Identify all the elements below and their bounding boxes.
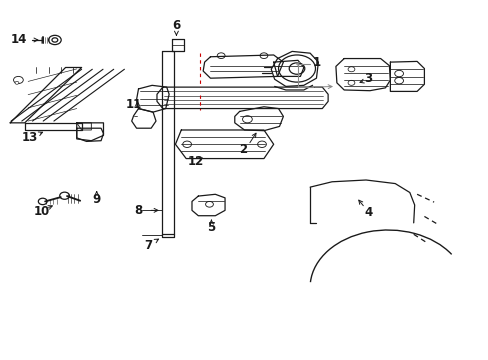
Text: 2: 2 xyxy=(239,143,247,156)
Text: 4: 4 xyxy=(364,206,372,219)
Text: 12: 12 xyxy=(187,154,203,167)
Text: 5: 5 xyxy=(207,221,215,234)
Circle shape xyxy=(15,81,19,84)
Text: 14: 14 xyxy=(11,33,27,46)
Text: 1: 1 xyxy=(312,56,320,69)
Text: 10: 10 xyxy=(34,205,50,218)
Text: 11: 11 xyxy=(126,98,142,111)
Text: 8: 8 xyxy=(134,204,142,217)
Text: 13: 13 xyxy=(21,131,38,144)
Text: 9: 9 xyxy=(92,193,101,206)
Text: 3: 3 xyxy=(364,72,372,85)
Text: 6: 6 xyxy=(172,19,180,32)
Circle shape xyxy=(52,38,58,42)
Text: 7: 7 xyxy=(144,239,152,252)
